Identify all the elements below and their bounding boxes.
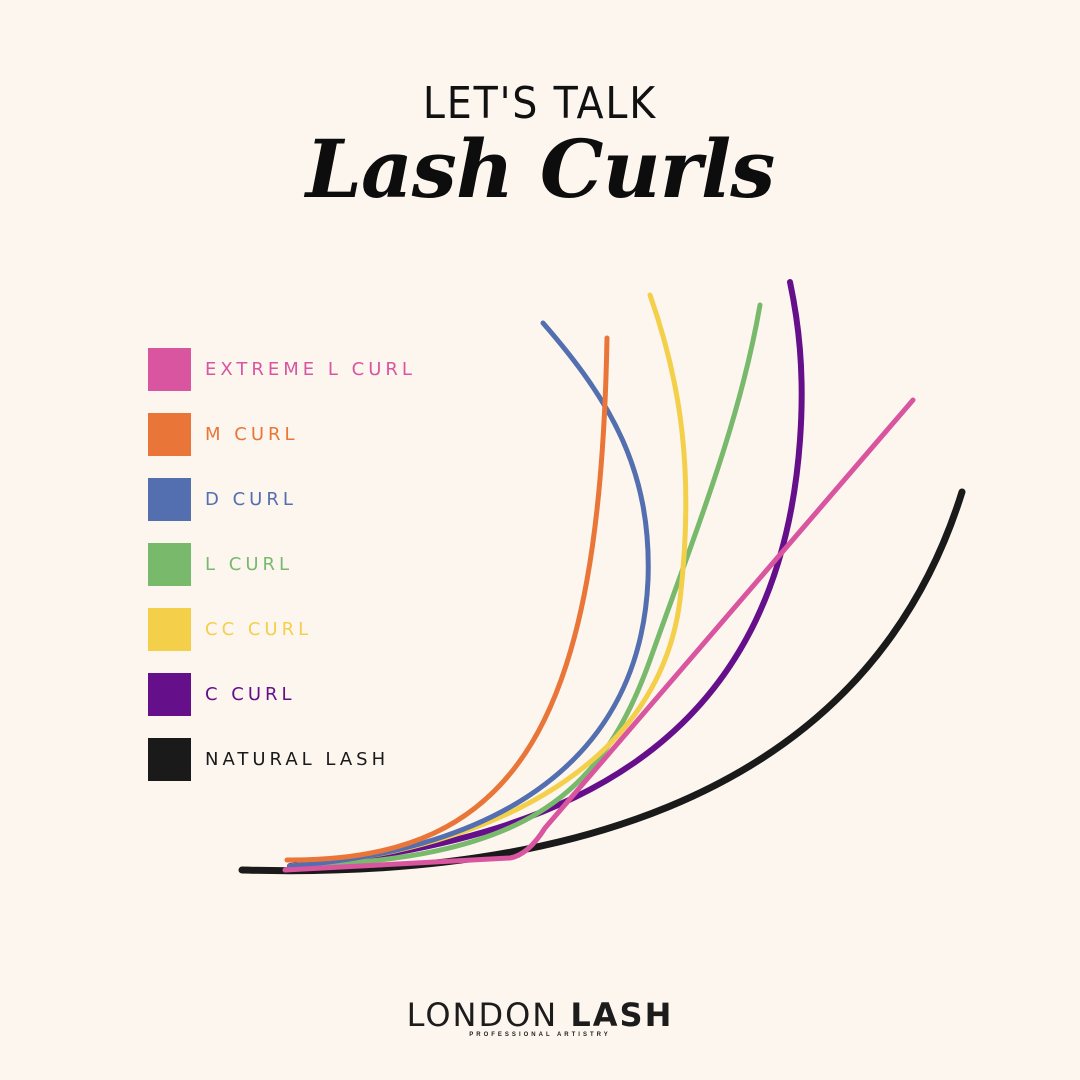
extreme-l-curl-curve — [282, 397, 916, 873]
legend-item: EXTREME L CURL — [148, 348, 416, 391]
legend-item: L CURL — [148, 543, 416, 586]
l-curl-curve — [287, 302, 763, 869]
legend-label: L CURL — [205, 554, 294, 575]
c-curl-curve — [287, 279, 805, 869]
cc-curl-curve — [287, 292, 689, 869]
legend-item: C CURL — [148, 673, 416, 716]
brand-tagline: PROFESSIONAL ARTISTRY — [469, 1032, 611, 1038]
m-curl-curve — [284, 335, 610, 863]
kicker-heading: LET'S TALK — [422, 78, 658, 129]
page-title: Lash Curls — [305, 122, 776, 216]
legend-swatch — [148, 738, 191, 781]
legend-label: D CURL — [205, 489, 297, 510]
legend-swatch — [148, 478, 191, 521]
brand-name-light: LONDON — [406, 996, 559, 1034]
legend-swatch — [148, 348, 191, 391]
natural-lash-curve — [238, 488, 966, 875]
brand-logo: LONDON LASH — [0, 996, 1080, 1034]
legend-swatch — [148, 543, 191, 586]
legend-item: CC CURL — [148, 608, 416, 651]
legend-swatch — [148, 673, 191, 716]
legend-swatch — [148, 413, 191, 456]
legend-label: M CURL — [205, 424, 299, 445]
legend-label: EXTREME L CURL — [205, 359, 416, 380]
legend-item: M CURL — [148, 413, 416, 456]
legend-item: NATURAL LASH — [148, 738, 416, 781]
brand-name-bold: LASH — [570, 996, 674, 1034]
legend-label: NATURAL LASH — [205, 749, 390, 770]
legend-label: CC CURL — [205, 619, 313, 640]
legend: EXTREME L CURL M CURL D CURL L CURL CC CURL C… — [148, 348, 416, 803]
legend-item: D CURL — [148, 478, 416, 521]
legend-swatch — [148, 608, 191, 651]
legend-label: C CURL — [205, 684, 296, 705]
